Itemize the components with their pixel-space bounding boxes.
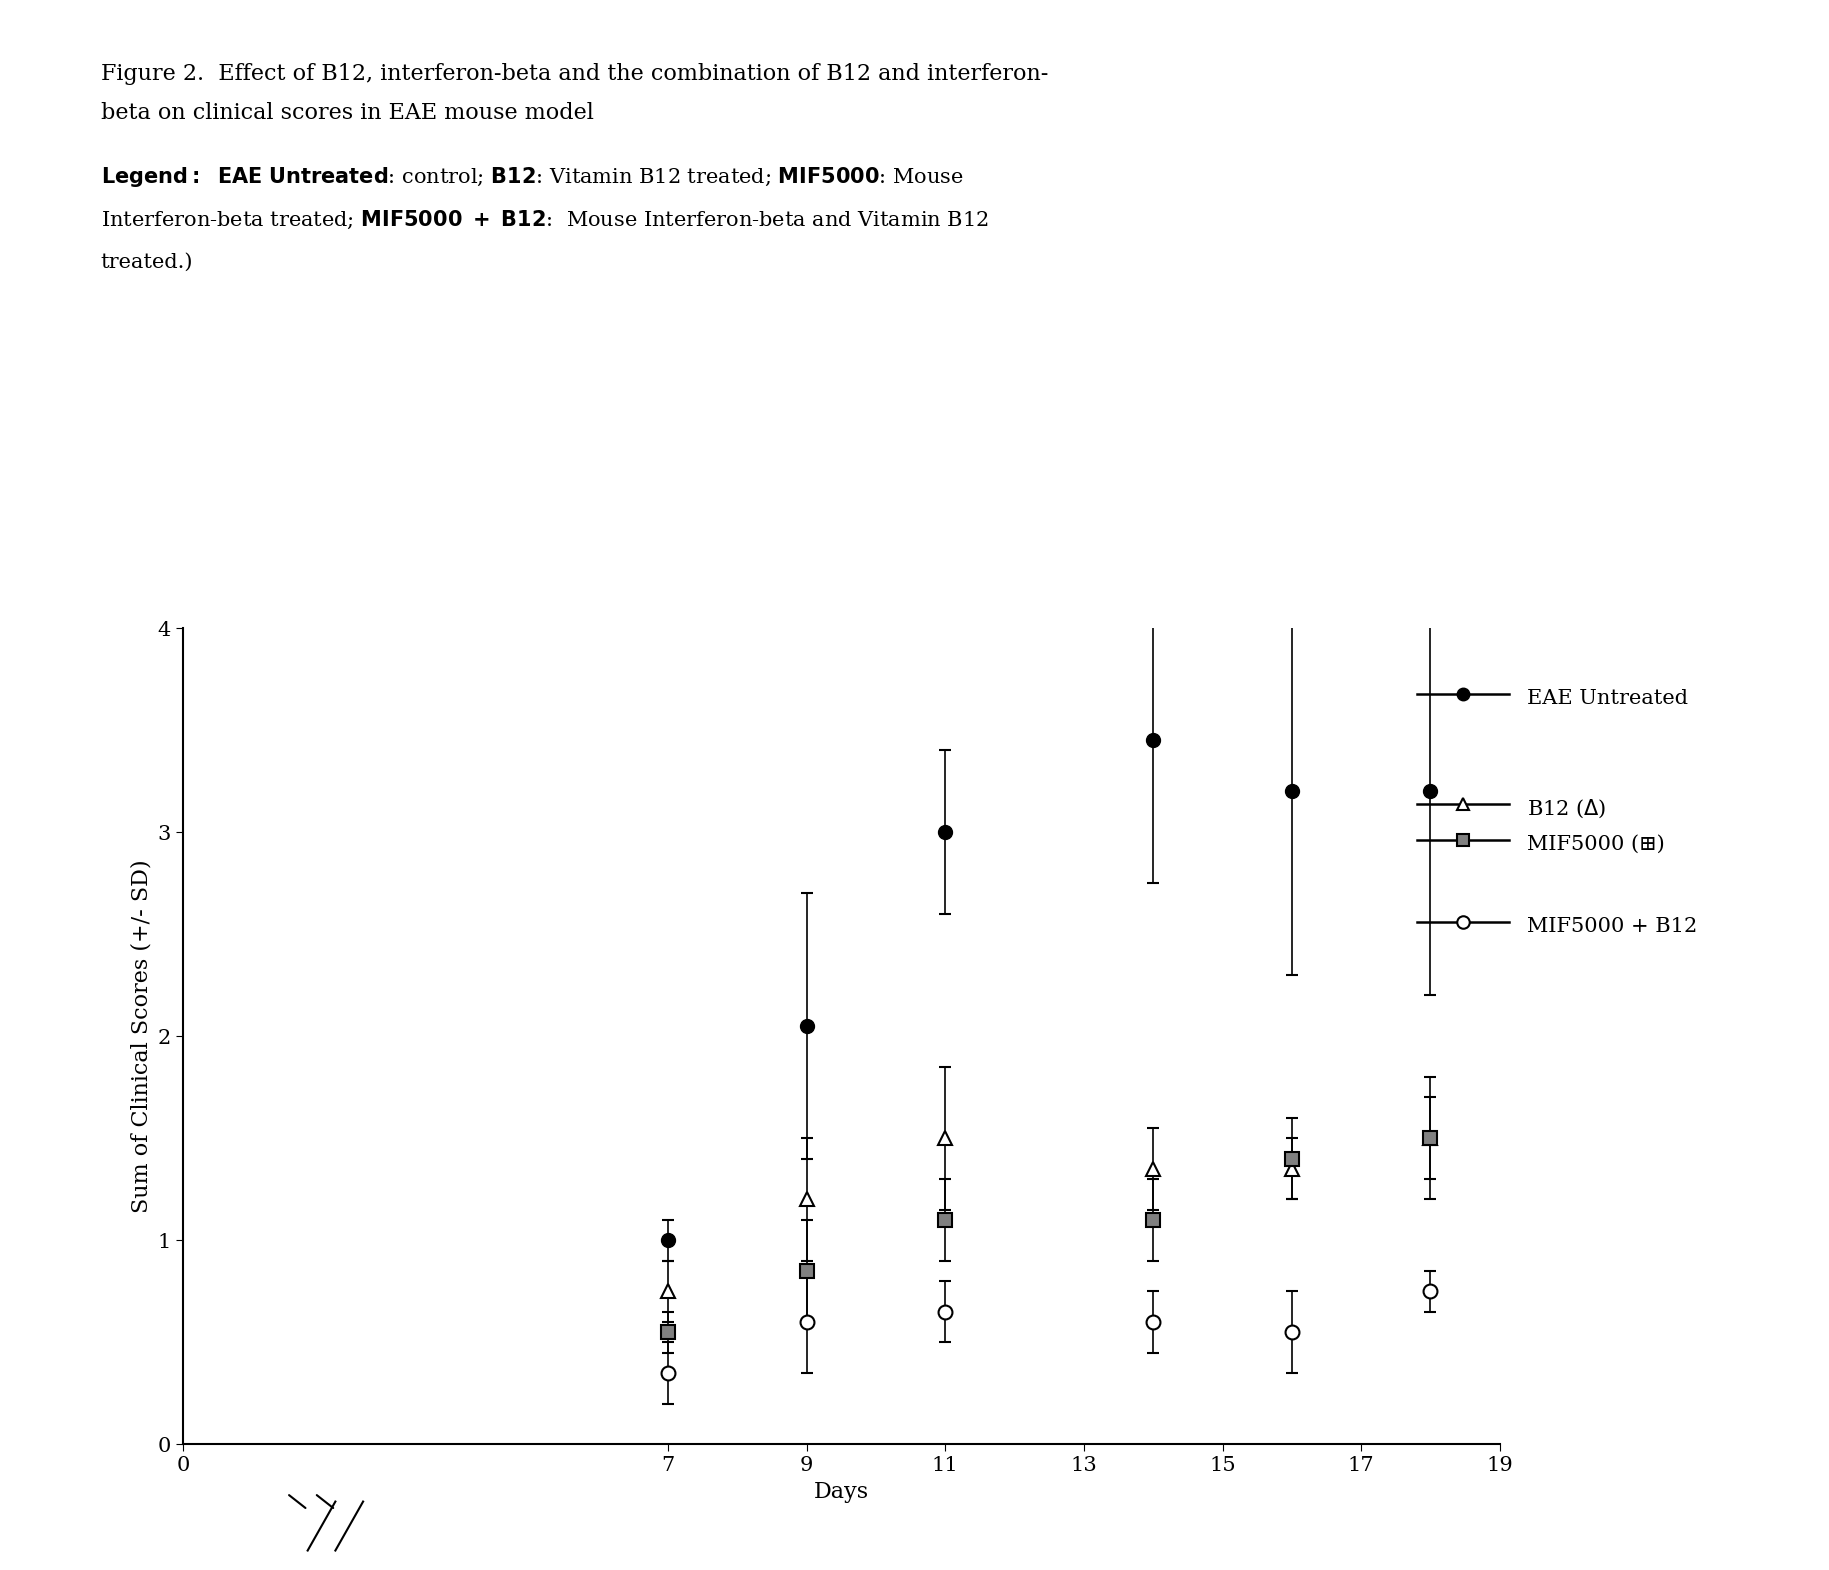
Text: B12 ($\Delta$): B12 ($\Delta$) <box>1527 798 1606 820</box>
Text: MIF5000 + B12: MIF5000 + B12 <box>1527 917 1697 936</box>
Text: treated.): treated.) <box>101 253 194 272</box>
Y-axis label: Sum of Clinical Scores (+/- SD): Sum of Clinical Scores (+/- SD) <box>130 859 152 1214</box>
Text: Interferon-beta treated; $\bf{MIF5000\ +\ B12}$:  Mouse Interferon-beta and Vita: Interferon-beta treated; $\bf{MIF5000\ +… <box>101 209 988 231</box>
X-axis label: Days: Days <box>814 1481 869 1502</box>
Text: beta on clinical scores in EAE mouse model: beta on clinical scores in EAE mouse mod… <box>101 102 593 124</box>
Text: EAE Untreated: EAE Untreated <box>1527 689 1688 708</box>
Text: MIF5000 (⊞): MIF5000 (⊞) <box>1527 835 1664 854</box>
Text: Figure 2.  Effect of B12, interferon-beta and the combination of B12 and interfe: Figure 2. Effect of B12, interferon-beta… <box>101 63 1048 85</box>
Text: $\bf{Legend:}$  $\bf{EAE\ Untreated}$: control; $\bf{B12}$: Vitamin B12 treated;: $\bf{Legend:}$ $\bf{EAE\ Untreated}$: co… <box>101 165 964 188</box>
